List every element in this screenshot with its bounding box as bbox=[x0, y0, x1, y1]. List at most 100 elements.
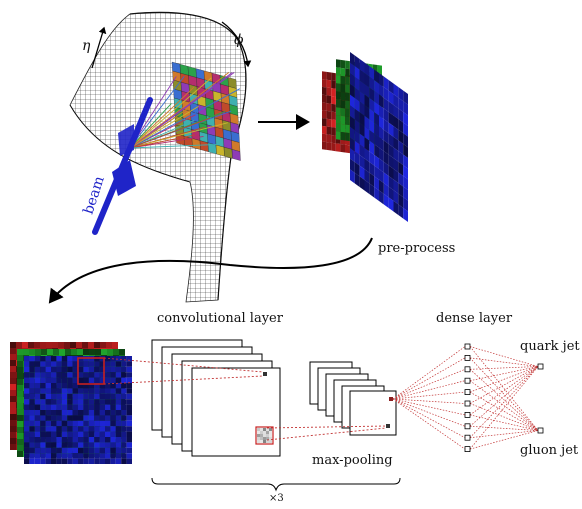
input-blue-layer bbox=[24, 356, 132, 464]
input-blue-pixel bbox=[34, 377, 41, 383]
input-blue-pixel bbox=[78, 442, 84, 448]
input-blue-pixel bbox=[83, 415, 89, 421]
particle-ray bbox=[129, 117, 211, 149]
input-blue-pixel bbox=[29, 442, 35, 448]
input-blue-pixel bbox=[121, 447, 127, 454]
input-blue-pixel bbox=[94, 442, 100, 448]
input-blue-pixel bbox=[121, 393, 127, 400]
red-pixel bbox=[322, 133, 327, 143]
input-blue-pixel bbox=[121, 420, 127, 427]
input-red-pixel bbox=[82, 342, 88, 348]
input-blue-pixel bbox=[24, 415, 30, 421]
input-blue-pixel bbox=[61, 458, 68, 464]
input-blue-pixel bbox=[45, 356, 51, 362]
blue-pixel bbox=[354, 162, 360, 177]
blue-pixel bbox=[403, 154, 408, 169]
input-blue-pixel bbox=[51, 431, 57, 437]
blue-pixel bbox=[350, 169, 355, 184]
blue-pixel bbox=[398, 108, 404, 123]
red-pixel bbox=[331, 127, 336, 136]
red-pixel bbox=[322, 110, 327, 119]
conv-patch-pixel bbox=[266, 440, 269, 443]
input-blue-pixel bbox=[67, 420, 73, 427]
input-blue-pixel bbox=[94, 458, 100, 464]
input-blue-pixel bbox=[126, 361, 132, 367]
conv-patch-pixel bbox=[269, 428, 272, 431]
green-pixel bbox=[340, 115, 346, 125]
input-blue-pixel bbox=[88, 372, 95, 378]
blue-pixel bbox=[354, 55, 360, 70]
blue-pixel bbox=[359, 69, 365, 84]
input-blue-pixel bbox=[126, 399, 132, 405]
blue-pixel bbox=[350, 105, 355, 120]
red-pixel bbox=[322, 118, 327, 127]
green-pixel bbox=[340, 123, 346, 133]
blue-pixel bbox=[364, 137, 370, 152]
red-pixel bbox=[322, 102, 327, 111]
input-green-pixel bbox=[17, 391, 23, 397]
input-blue-pixel bbox=[105, 415, 111, 421]
input-blue-pixel bbox=[40, 442, 46, 448]
input-blue-pixel bbox=[29, 453, 35, 459]
input-blue-pixel bbox=[105, 383, 111, 389]
input-red-pixel bbox=[52, 342, 58, 348]
input-blue-pixel bbox=[61, 393, 68, 400]
particle-ray bbox=[129, 86, 195, 149]
input-blue-pixel bbox=[126, 415, 132, 421]
green-pixel bbox=[340, 99, 346, 109]
green-pixel bbox=[340, 67, 346, 77]
blue-pixel bbox=[383, 151, 389, 166]
input-blue-pixel bbox=[110, 442, 116, 448]
input-green-pixel bbox=[17, 403, 23, 409]
input-blue-pixel bbox=[34, 404, 41, 410]
input-green-pixel bbox=[17, 433, 23, 439]
green-pixel bbox=[345, 92, 350, 102]
input-red-pixel bbox=[10, 372, 16, 378]
red-pixel bbox=[322, 79, 327, 88]
conv-patch-pixel bbox=[257, 434, 260, 437]
input-green-pixel bbox=[41, 349, 47, 355]
pool-to-dense-link bbox=[392, 357, 466, 400]
conv-patch-pixel bbox=[263, 428, 266, 431]
input-blue-pixel bbox=[99, 393, 105, 400]
input-blue-pixel bbox=[45, 372, 51, 378]
input-blue-pixel bbox=[110, 458, 116, 464]
pool-to-dense-link bbox=[392, 368, 466, 400]
input-blue-pixel bbox=[88, 399, 95, 405]
blue-pixel bbox=[350, 158, 355, 173]
input-blue-pixel bbox=[67, 399, 73, 405]
input-blue-pixel bbox=[24, 356, 30, 362]
input-blue-pixel bbox=[40, 361, 46, 367]
input-green-pixel bbox=[107, 349, 113, 355]
input-blue-pixel bbox=[56, 453, 62, 459]
input-blue-pixel bbox=[24, 453, 30, 459]
red-pixel bbox=[326, 118, 332, 128]
input-blue-pixel bbox=[24, 383, 30, 389]
input-red-pixel bbox=[10, 420, 16, 426]
blue-pixel bbox=[379, 105, 384, 120]
red-pixel bbox=[322, 125, 327, 135]
input-blue-pixel bbox=[110, 453, 116, 459]
input-blue-pixel bbox=[72, 447, 78, 454]
input-blue-pixel bbox=[88, 410, 95, 416]
input-blue-pixel bbox=[115, 372, 122, 378]
blue-pixel bbox=[369, 183, 375, 198]
input-blue-pixel bbox=[126, 437, 132, 443]
red-pixel bbox=[331, 111, 336, 120]
input-red-pixel bbox=[40, 342, 46, 348]
blue-pixel bbox=[383, 119, 389, 134]
input-red-pixel bbox=[10, 348, 16, 354]
input-blue-pixel bbox=[105, 372, 111, 378]
dense-node bbox=[464, 366, 471, 373]
input-blue-pixel bbox=[88, 437, 95, 443]
input-blue-pixel bbox=[121, 372, 127, 378]
blue-pixel bbox=[383, 129, 389, 144]
dense-to-output-link bbox=[469, 366, 539, 382]
input-blue-pixel bbox=[24, 399, 30, 405]
input-blue-pixel bbox=[110, 372, 116, 378]
input-blue-pixel bbox=[99, 453, 105, 459]
blue-pixel bbox=[388, 144, 394, 159]
input-red-pixel bbox=[64, 342, 70, 348]
conv-patch-pixel bbox=[263, 431, 266, 434]
